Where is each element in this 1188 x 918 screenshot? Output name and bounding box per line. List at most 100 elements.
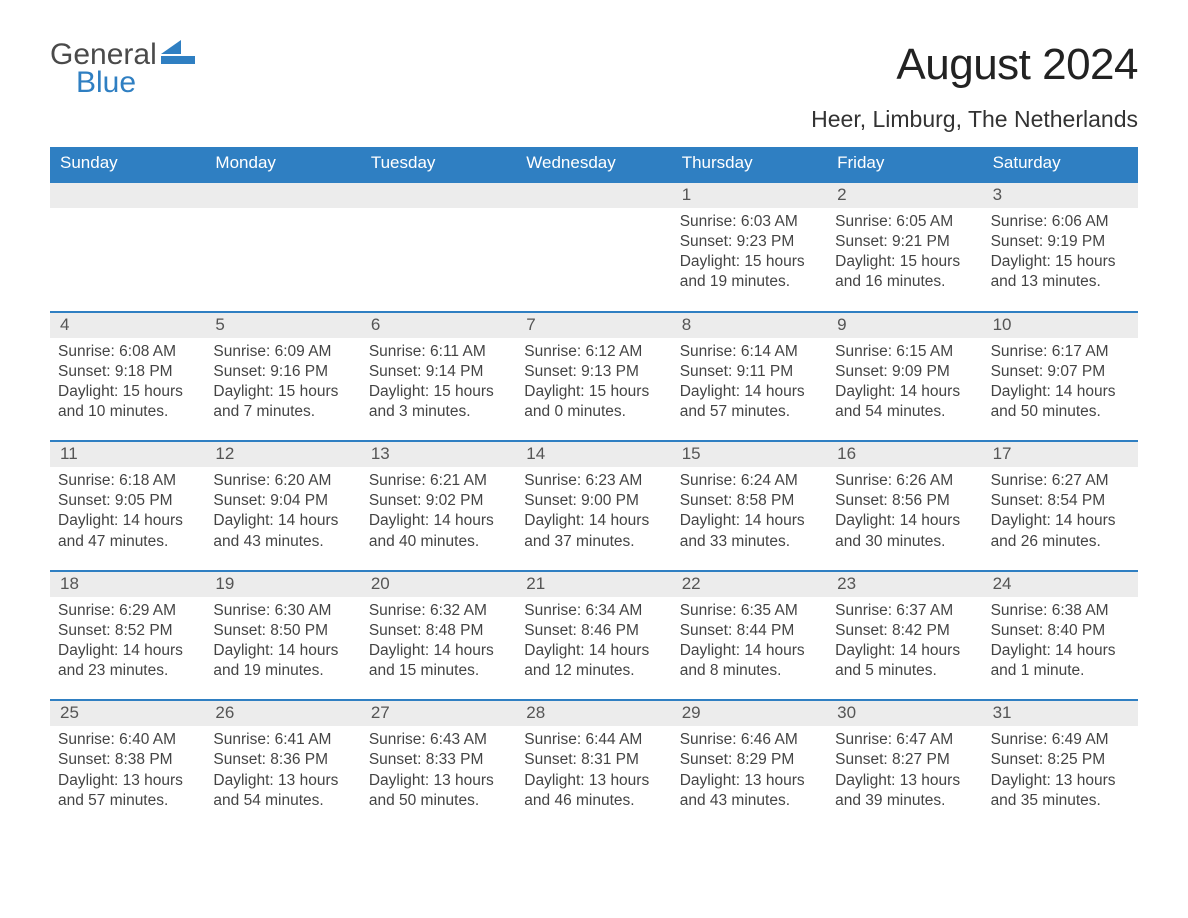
daylight-label: Daylight: 14 hours and 15 minutes. xyxy=(369,641,508,681)
day-number: 31 xyxy=(983,701,1138,726)
day-info: Sunrise: 6:05 AMSunset: 9:21 PMDaylight:… xyxy=(835,208,974,293)
day-cell: Sunrise: 6:17 AMSunset: 9:07 PMDaylight:… xyxy=(983,338,1138,441)
sunrise-label: Sunrise: 6:32 AM xyxy=(369,601,508,621)
day-number: 7 xyxy=(516,313,671,338)
day-cell: Sunrise: 6:26 AMSunset: 8:56 PMDaylight:… xyxy=(827,467,982,570)
daylight-label: Daylight: 14 hours and 33 minutes. xyxy=(680,511,819,551)
sunset-label: Sunset: 9:21 PM xyxy=(835,232,974,252)
day-info: Sunrise: 6:26 AMSunset: 8:56 PMDaylight:… xyxy=(835,467,974,552)
daylight-label: Daylight: 14 hours and 23 minutes. xyxy=(58,641,197,681)
daylight-label: Daylight: 15 hours and 10 minutes. xyxy=(58,382,197,422)
daylight-label: Daylight: 14 hours and 19 minutes. xyxy=(213,641,352,681)
daylight-label: Daylight: 13 hours and 50 minutes. xyxy=(369,771,508,811)
sunset-label: Sunset: 9:23 PM xyxy=(680,232,819,252)
sunrise-label: Sunrise: 6:29 AM xyxy=(58,601,197,621)
day-number: 1 xyxy=(672,183,827,208)
day-cell: Sunrise: 6:21 AMSunset: 9:02 PMDaylight:… xyxy=(361,467,516,570)
daylight-label: Daylight: 14 hours and 47 minutes. xyxy=(58,511,197,551)
dow-sunday: Sunday xyxy=(50,147,205,181)
day-cell: Sunrise: 6:41 AMSunset: 8:36 PMDaylight:… xyxy=(205,726,360,829)
day-info: Sunrise: 6:43 AMSunset: 8:33 PMDaylight:… xyxy=(369,726,508,811)
sunrise-label: Sunrise: 6:49 AM xyxy=(991,730,1130,750)
logo-text-2: Blue xyxy=(76,66,157,100)
day-number: 5 xyxy=(205,313,360,338)
day-cell: Sunrise: 6:11 AMSunset: 9:14 PMDaylight:… xyxy=(361,338,516,441)
week-row: Sunrise: 6:03 AMSunset: 9:23 PMDaylight:… xyxy=(50,208,1138,311)
day-number: 9 xyxy=(827,313,982,338)
day-cell: Sunrise: 6:27 AMSunset: 8:54 PMDaylight:… xyxy=(983,467,1138,570)
sunset-label: Sunset: 9:18 PM xyxy=(58,362,197,382)
sunrise-label: Sunrise: 6:37 AM xyxy=(835,601,974,621)
day-info: Sunrise: 6:17 AMSunset: 9:07 PMDaylight:… xyxy=(991,338,1130,423)
day-cell: Sunrise: 6:24 AMSunset: 8:58 PMDaylight:… xyxy=(672,467,827,570)
day-info: Sunrise: 6:18 AMSunset: 9:05 PMDaylight:… xyxy=(58,467,197,552)
day-number: 30 xyxy=(827,701,982,726)
sunrise-label: Sunrise: 6:27 AM xyxy=(991,471,1130,491)
day-number: 23 xyxy=(827,572,982,597)
daylight-label: Daylight: 15 hours and 3 minutes. xyxy=(369,382,508,422)
day-cell: Sunrise: 6:23 AMSunset: 9:00 PMDaylight:… xyxy=(516,467,671,570)
day-number: 20 xyxy=(361,572,516,597)
daylight-label: Daylight: 14 hours and 40 minutes. xyxy=(369,511,508,551)
day-cell: Sunrise: 6:32 AMSunset: 8:48 PMDaylight:… xyxy=(361,597,516,700)
day-number: 3 xyxy=(983,183,1138,208)
daylight-label: Daylight: 14 hours and 26 minutes. xyxy=(991,511,1130,551)
day-info: Sunrise: 6:14 AMSunset: 9:11 PMDaylight:… xyxy=(680,338,819,423)
dow-header-row: Sunday Monday Tuesday Wednesday Thursday… xyxy=(50,147,1138,181)
sunset-label: Sunset: 8:29 PM xyxy=(680,750,819,770)
day-number: 21 xyxy=(516,572,671,597)
sunset-label: Sunset: 9:04 PM xyxy=(213,491,352,511)
day-info: Sunrise: 6:12 AMSunset: 9:13 PMDaylight:… xyxy=(524,338,663,423)
day-info: Sunrise: 6:03 AMSunset: 9:23 PMDaylight:… xyxy=(680,208,819,293)
day-cell: Sunrise: 6:37 AMSunset: 8:42 PMDaylight:… xyxy=(827,597,982,700)
day-number xyxy=(361,183,516,208)
day-info: Sunrise: 6:24 AMSunset: 8:58 PMDaylight:… xyxy=(680,467,819,552)
day-cell: Sunrise: 6:43 AMSunset: 8:33 PMDaylight:… xyxy=(361,726,516,829)
day-number: 25 xyxy=(50,701,205,726)
day-number: 18 xyxy=(50,572,205,597)
day-cell: Sunrise: 6:09 AMSunset: 9:16 PMDaylight:… xyxy=(205,338,360,441)
sunset-label: Sunset: 9:07 PM xyxy=(991,362,1130,382)
daylight-label: Daylight: 13 hours and 35 minutes. xyxy=(991,771,1130,811)
day-number: 27 xyxy=(361,701,516,726)
day-cell: Sunrise: 6:05 AMSunset: 9:21 PMDaylight:… xyxy=(827,208,982,311)
day-cell: Sunrise: 6:49 AMSunset: 8:25 PMDaylight:… xyxy=(983,726,1138,829)
day-number: 15 xyxy=(672,442,827,467)
day-info: Sunrise: 6:35 AMSunset: 8:44 PMDaylight:… xyxy=(680,597,819,682)
daylight-label: Daylight: 15 hours and 7 minutes. xyxy=(213,382,352,422)
daylight-label: Daylight: 14 hours and 12 minutes. xyxy=(524,641,663,681)
day-info: Sunrise: 6:46 AMSunset: 8:29 PMDaylight:… xyxy=(680,726,819,811)
day-number: 16 xyxy=(827,442,982,467)
day-cell: Sunrise: 6:38 AMSunset: 8:40 PMDaylight:… xyxy=(983,597,1138,700)
daylight-label: Daylight: 15 hours and 19 minutes. xyxy=(680,252,819,292)
daynum-row: 45678910 xyxy=(50,311,1138,338)
sunset-label: Sunset: 8:40 PM xyxy=(991,621,1130,641)
sunrise-label: Sunrise: 6:18 AM xyxy=(58,471,197,491)
daynum-row: 123 xyxy=(50,181,1138,208)
sunrise-label: Sunrise: 6:15 AM xyxy=(835,342,974,362)
sunset-label: Sunset: 8:46 PM xyxy=(524,621,663,641)
sunrise-label: Sunrise: 6:09 AM xyxy=(213,342,352,362)
day-info: Sunrise: 6:40 AMSunset: 8:38 PMDaylight:… xyxy=(58,726,197,811)
day-number: 24 xyxy=(983,572,1138,597)
daylight-label: Daylight: 14 hours and 37 minutes. xyxy=(524,511,663,551)
sunrise-label: Sunrise: 6:12 AM xyxy=(524,342,663,362)
day-info: Sunrise: 6:30 AMSunset: 8:50 PMDaylight:… xyxy=(213,597,352,682)
sunset-label: Sunset: 8:56 PM xyxy=(835,491,974,511)
sunset-label: Sunset: 8:33 PM xyxy=(369,750,508,770)
daylight-label: Daylight: 13 hours and 39 minutes. xyxy=(835,771,974,811)
week-row: Sunrise: 6:08 AMSunset: 9:18 PMDaylight:… xyxy=(50,338,1138,441)
daylight-label: Daylight: 14 hours and 1 minute. xyxy=(991,641,1130,681)
day-number xyxy=(50,183,205,208)
daylight-label: Daylight: 13 hours and 54 minutes. xyxy=(213,771,352,811)
day-number: 17 xyxy=(983,442,1138,467)
day-cell: Sunrise: 6:34 AMSunset: 8:46 PMDaylight:… xyxy=(516,597,671,700)
sunrise-label: Sunrise: 6:34 AM xyxy=(524,601,663,621)
day-info: Sunrise: 6:09 AMSunset: 9:16 PMDaylight:… xyxy=(213,338,352,423)
sunrise-label: Sunrise: 6:23 AM xyxy=(524,471,663,491)
daylight-label: Daylight: 13 hours and 46 minutes. xyxy=(524,771,663,811)
day-number: 22 xyxy=(672,572,827,597)
daylight-label: Daylight: 15 hours and 13 minutes. xyxy=(991,252,1130,292)
sunrise-label: Sunrise: 6:47 AM xyxy=(835,730,974,750)
day-info: Sunrise: 6:44 AMSunset: 8:31 PMDaylight:… xyxy=(524,726,663,811)
